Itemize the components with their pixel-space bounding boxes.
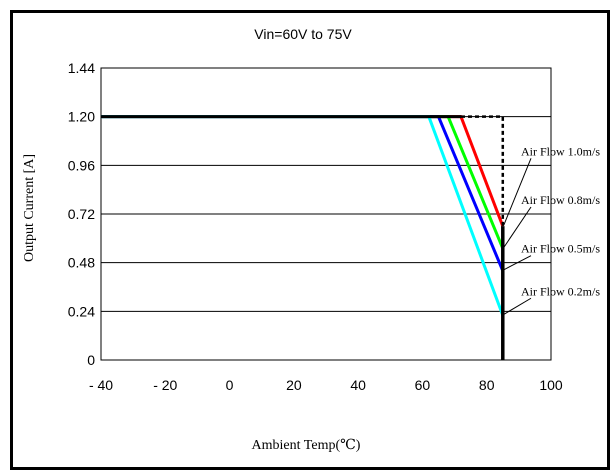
- y-axis-label: Output Current [A]: [22, 154, 37, 262]
- x-tick-label: 0: [226, 377, 234, 393]
- annotations: Air Flow 1.0m/s Air Flow 0.8m/s Air Flow 0…: [503, 144, 600, 315]
- x-tick-label: - 20: [153, 377, 177, 393]
- series-line: [101, 115, 505, 272]
- y-tick-label: 1.44: [68, 60, 95, 76]
- annotation-label: Air Flow 1.0m/s: [521, 144, 600, 158]
- plot-area: [100, 67, 552, 361]
- x-tick-label: 100: [539, 377, 563, 393]
- y-tick-label: 0: [87, 352, 95, 368]
- limit-dashed-line: [461, 115, 505, 227]
- x-axis-label: Ambient Temp(℃): [252, 438, 361, 453]
- series-line: [101, 115, 505, 316]
- limit-lines: [101, 115, 505, 360]
- y-tick-label: 1.20: [68, 109, 95, 125]
- y-tick-label: 0.72: [68, 206, 95, 222]
- chart-title: Vin=60V to 75V: [254, 26, 352, 42]
- grid-lines: [101, 116, 551, 312]
- x-tick-label: - 40: [89, 377, 113, 393]
- annotation-label: Air Flow 0.8m/s: [521, 193, 600, 207]
- annotation-label: Air Flow 0.5m/s: [521, 242, 600, 256]
- chart-frame: Vin=60V to 75V 0 0.24 0.48 0.72 0.96 1.20 1.44…: [10, 10, 610, 470]
- series-line: [101, 115, 505, 227]
- y-tick-label: 0.96: [68, 157, 95, 173]
- x-tick-label: 20: [286, 377, 302, 393]
- y-tick-label: 0.48: [68, 255, 95, 271]
- y-tick-labels: 0 0.24 0.48 0.72 0.96 1.20 1.44: [68, 60, 95, 368]
- y-tick-label: 0.24: [68, 303, 95, 319]
- series-lines: [101, 115, 505, 316]
- annotation-leader: [503, 255, 532, 271]
- annotation-label: Air Flow 0.2m/s: [521, 284, 600, 298]
- x-tick-label: 80: [479, 377, 495, 393]
- annotation-leader: [503, 297, 532, 315]
- derating-chart: Vin=60V to 75V 0 0.24 0.48 0.72 0.96 1.20 1.44…: [22, 26, 600, 453]
- annotation-leader: [503, 206, 532, 248]
- x-tick-labels: - 40 - 20 0 20 40 60 80 100: [89, 377, 563, 393]
- x-tick-label: 60: [415, 377, 431, 393]
- x-tick-label: 40: [350, 377, 366, 393]
- series-line: [101, 115, 505, 250]
- annotation-leader: [503, 158, 532, 226]
